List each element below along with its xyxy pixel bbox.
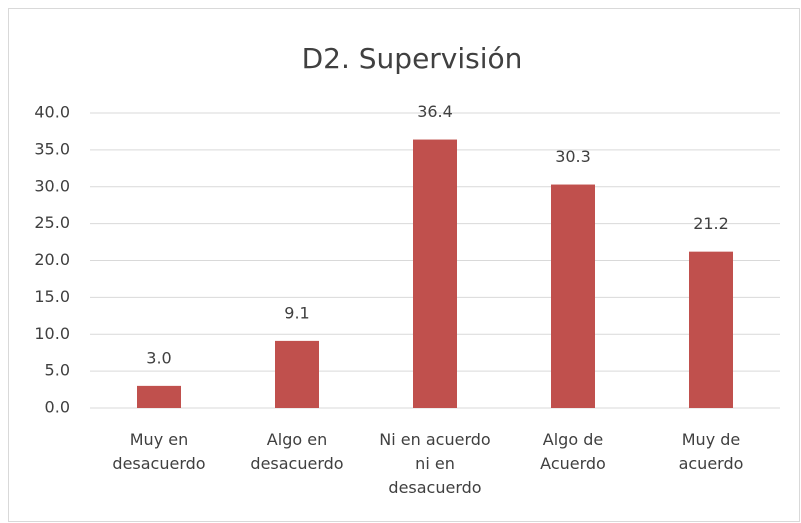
bar [275,340,319,408]
y-tick-label: 10.0 [34,324,70,343]
data-label: 3.0 [146,348,171,367]
chart-title: D2. Supervisión [302,42,523,75]
x-tick-label: Muy de acuerdo [678,430,744,473]
data-label: 21.2 [693,214,729,233]
y-tick-label: 40.0 [34,103,70,122]
x-tick-label: Algo en desacuerdo [250,430,344,473]
y-tick-label: 30.0 [34,176,70,195]
chart-border [8,8,800,522]
y-tick-label: 35.0 [34,139,70,158]
bar [137,385,181,408]
y-tick-label: 0.0 [45,398,70,417]
y-tick-label: 20.0 [34,250,70,269]
data-label: 30.3 [555,147,591,166]
x-tick-label: Algo de Acuerdo [540,430,606,473]
y-tick-label: 15.0 [34,287,70,306]
x-tick-label: Muy en desacuerdo [112,430,206,473]
bar [551,184,595,408]
bar [689,251,733,408]
data-label: 36.4 [417,102,453,121]
y-tick-label: 25.0 [34,213,70,232]
data-label: 9.1 [284,303,309,322]
x-tick-label: Ni en acuerdo ni en desacuerdo [379,430,491,497]
y-tick-label: 5.0 [45,361,70,380]
bar [413,139,457,409]
